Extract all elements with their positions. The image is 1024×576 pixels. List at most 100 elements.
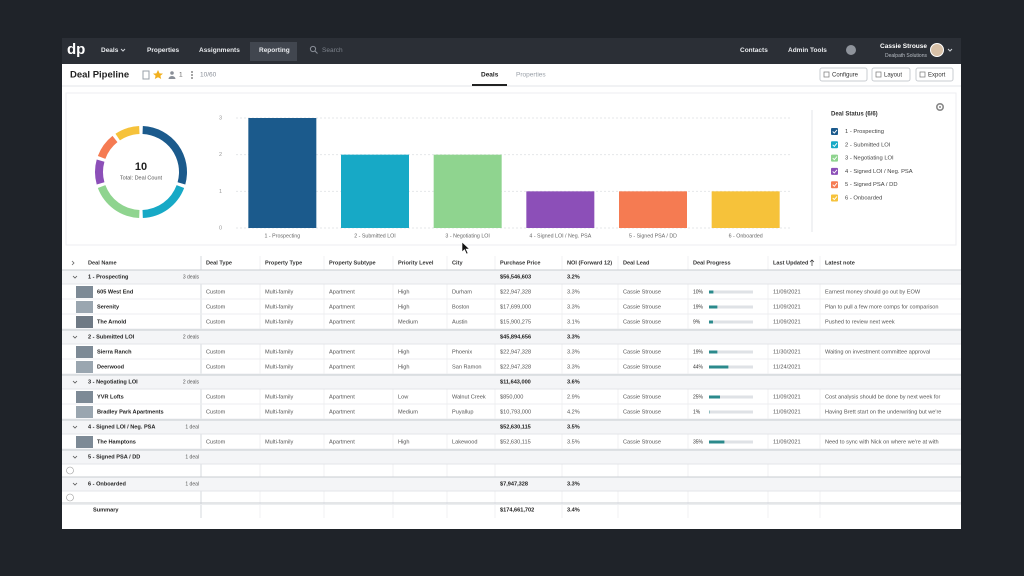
group-name[interactable]: 2 - Submitted LOI xyxy=(88,334,135,340)
group-name[interactable]: 1 - Prospecting xyxy=(88,274,129,280)
tab[interactable]: Deals xyxy=(481,72,499,79)
avatar[interactable] xyxy=(930,43,944,57)
group-toggle[interactable] xyxy=(72,335,78,339)
donut-segment[interactable] xyxy=(115,126,140,141)
column-header[interactable]: Deal Type xyxy=(206,260,232,266)
legend-checkbox[interactable] xyxy=(831,181,838,189)
donut-segment[interactable] xyxy=(97,135,118,159)
group-toggle[interactable] xyxy=(72,482,78,486)
nav-item[interactable]: Properties xyxy=(147,47,180,54)
row-select[interactable] xyxy=(66,466,74,475)
group-name[interactable]: 6 - Onboarded xyxy=(88,481,126,487)
button-label[interactable]: Layout xyxy=(884,73,902,79)
group-name[interactable]: 4 - Signed LOI / Neg. PSA xyxy=(88,424,155,430)
tab[interactable]: Properties xyxy=(516,72,546,79)
group-toggle[interactable] xyxy=(72,425,78,429)
deal-name[interactable]: YVR Lofts xyxy=(97,394,124,400)
bar[interactable] xyxy=(526,191,595,228)
group-toggle[interactable] xyxy=(72,455,78,459)
bar[interactable] xyxy=(711,191,780,228)
group-toggle[interactable] xyxy=(72,380,78,384)
group-row xyxy=(62,330,961,344)
bar[interactable] xyxy=(248,118,317,228)
column-header[interactable]: Priority Level xyxy=(398,260,434,266)
deal-name[interactable]: Bradley Park Apartments xyxy=(97,409,164,415)
cell: Having Brett start on the underwriting b… xyxy=(825,409,941,415)
bar[interactable] xyxy=(433,154,502,228)
people-icon[interactable] xyxy=(170,71,174,75)
deal-thumbnail xyxy=(76,391,93,403)
column-header[interactable]: Last Updated xyxy=(773,260,809,266)
cell: Walnut Creek xyxy=(452,394,486,400)
deal-name[interactable]: Sierra Ranch xyxy=(97,349,132,355)
bar[interactable] xyxy=(341,154,409,228)
star-icon[interactable] xyxy=(153,70,163,79)
legend-check xyxy=(832,196,838,201)
cell: Custom xyxy=(206,319,226,325)
group-row xyxy=(62,375,961,389)
bar[interactable] xyxy=(619,191,687,228)
group-price: $7,947,328 xyxy=(500,481,528,487)
legend-checkbox[interactable] xyxy=(831,194,838,202)
nav-item[interactable]: Contacts xyxy=(740,47,768,54)
cell: Cassie Strouse xyxy=(623,394,661,400)
legend-label[interactable]: 2 - Submitted LOI xyxy=(845,142,891,148)
legend-label[interactable]: 5 - Signed PSA / DD xyxy=(845,182,898,188)
deal-name[interactable]: The Arnold xyxy=(97,319,127,325)
deal-name[interactable]: Deerwood xyxy=(97,364,125,370)
progress-label: 25% xyxy=(693,394,704,400)
cell: $850,000 xyxy=(500,394,523,400)
nav-item[interactable]: Assignments xyxy=(199,47,240,54)
row-select[interactable] xyxy=(66,493,74,502)
legend-label[interactable]: 3 - Negotiating LOI xyxy=(845,156,894,162)
column-header[interactable]: Deal Name xyxy=(88,260,117,266)
cell: Pushed to review next week xyxy=(825,319,895,325)
deal-name[interactable]: Serenity xyxy=(97,304,120,310)
logo[interactable]: dp xyxy=(67,41,85,58)
cursor xyxy=(461,241,471,255)
group-count: 1 deal xyxy=(185,454,199,460)
nav-item[interactable]: Admin Tools xyxy=(788,47,827,54)
donut-segment[interactable] xyxy=(142,126,188,185)
column-header[interactable]: Property Type xyxy=(265,260,302,266)
menu-dot[interactable] xyxy=(191,71,193,73)
deal-name[interactable]: The Hamptons xyxy=(97,439,136,445)
column-header[interactable]: Deal Lead xyxy=(623,260,650,266)
donut-segment[interactable] xyxy=(142,185,185,218)
legend-checkbox[interactable] xyxy=(831,154,838,162)
donut-segment[interactable] xyxy=(97,185,140,218)
legend-label[interactable]: 6 - Onboarded xyxy=(845,196,882,202)
column-header[interactable]: NOI (Forward 12) xyxy=(567,260,612,266)
column-header[interactable]: Property Subtype xyxy=(329,260,376,266)
settings-icon[interactable] xyxy=(935,103,944,112)
legend-checkbox[interactable] xyxy=(831,141,838,149)
column-header[interactable]: Latest note xyxy=(825,260,855,266)
column-header[interactable]: Purchase Price xyxy=(500,260,540,266)
legend-label[interactable]: 1 - Prospecting xyxy=(845,129,884,135)
sort-arrow xyxy=(809,259,815,266)
nav-item[interactable]: Reporting xyxy=(259,47,290,54)
nav-item[interactable]: Deals xyxy=(101,47,119,54)
deal-name[interactable]: 605 West End xyxy=(97,289,134,295)
cell: Apartment xyxy=(329,319,355,325)
doc-icon[interactable] xyxy=(142,70,150,80)
record-count: 10/60 xyxy=(200,72,217,79)
button[interactable] xyxy=(915,67,954,82)
legend-check xyxy=(832,156,838,161)
group-name[interactable]: 3 - Negotiating LOI xyxy=(88,379,138,385)
search-input[interactable]: Search xyxy=(322,47,343,54)
legend-checkbox[interactable] xyxy=(831,167,838,175)
group-name[interactable]: 5 - Signed PSA / DD xyxy=(88,454,140,460)
button-label[interactable]: Export xyxy=(928,73,946,79)
button-label[interactable]: Configure xyxy=(832,73,859,79)
expand-all[interactable] xyxy=(71,260,75,266)
button[interactable] xyxy=(871,67,911,82)
donut-segment[interactable] xyxy=(95,159,105,185)
cell: San Ramon xyxy=(452,364,482,370)
column-header[interactable]: Deal Progress xyxy=(693,260,731,266)
legend-label[interactable]: 4 - Signed LOI / Neg. PSA xyxy=(845,169,913,175)
legend-checkbox[interactable] xyxy=(831,128,838,135)
group-toggle[interactable] xyxy=(72,275,78,279)
column-header[interactable]: City xyxy=(452,260,463,266)
button[interactable] xyxy=(819,67,868,82)
